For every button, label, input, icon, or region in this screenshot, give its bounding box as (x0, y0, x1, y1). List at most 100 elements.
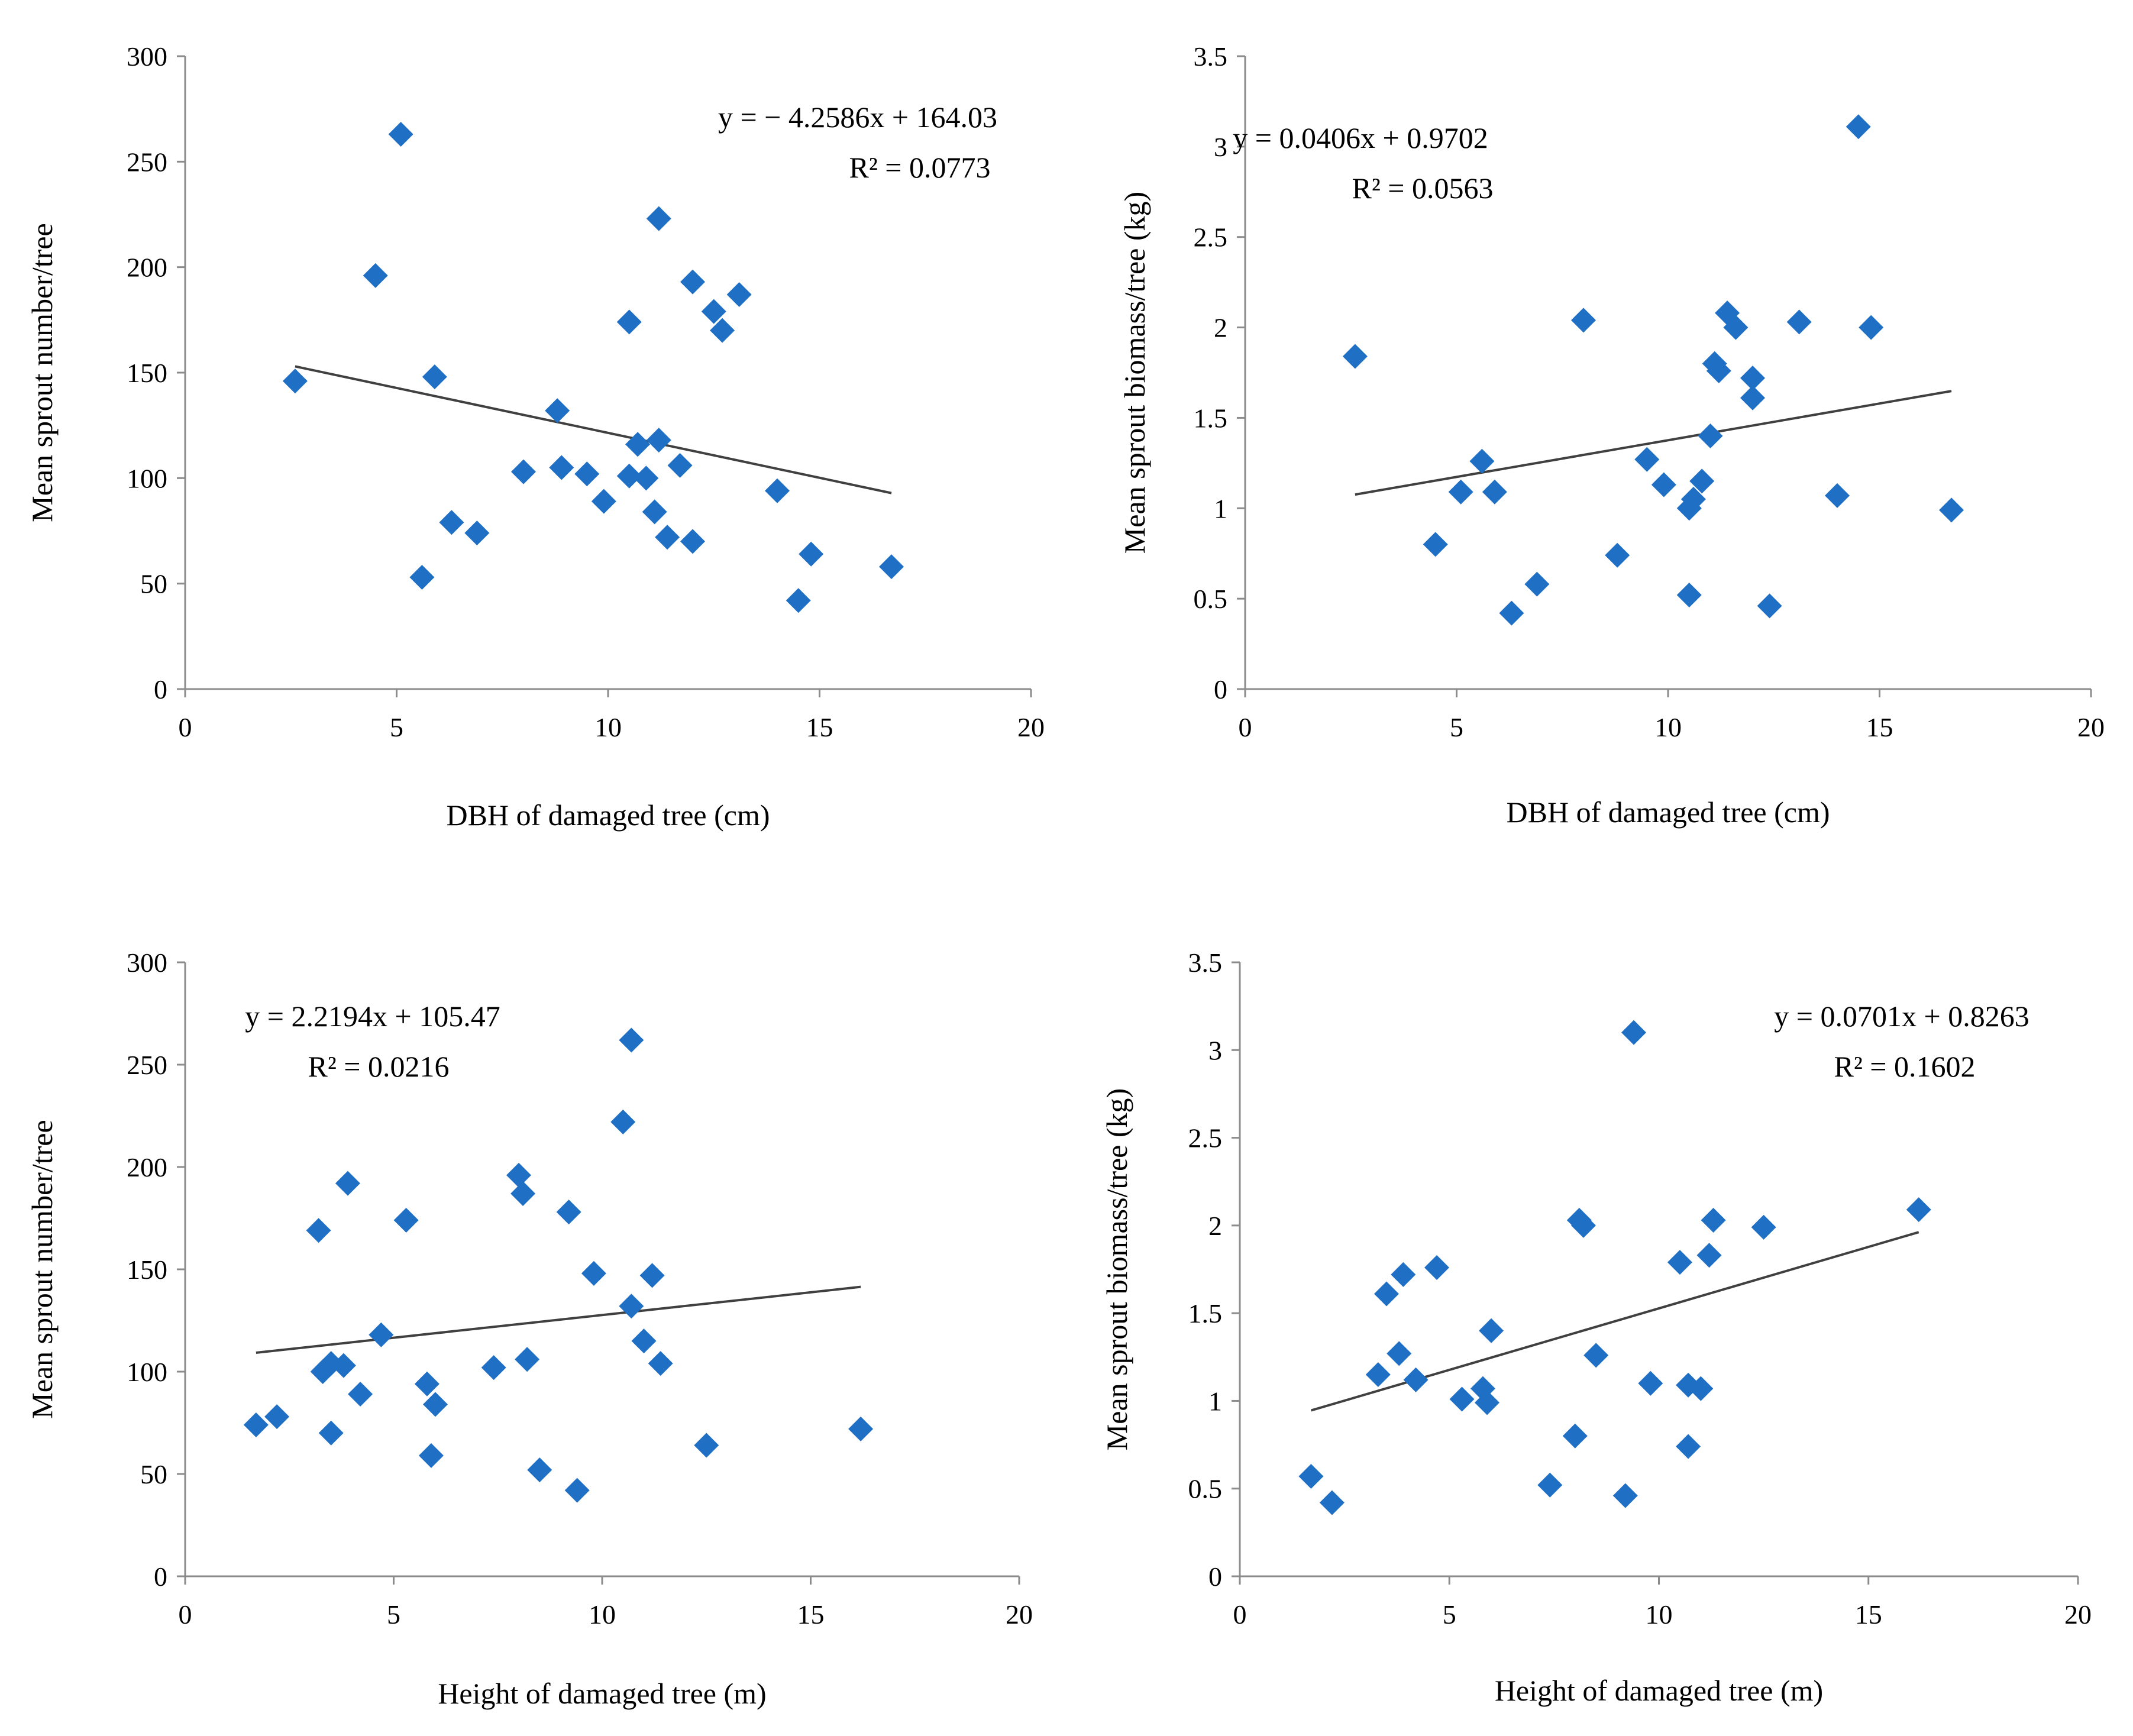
r-squared-label: R² = 0.0216 (308, 1050, 449, 1083)
data-point (1701, 1207, 1726, 1233)
data-point (506, 1162, 531, 1188)
data-point (1423, 532, 1448, 557)
y-tick-label: 0 (1208, 1562, 1222, 1592)
data-point (423, 1392, 448, 1417)
data-point (1391, 1262, 1416, 1287)
data-point (369, 1322, 394, 1347)
data-point (549, 455, 574, 480)
data-point (1706, 358, 1731, 383)
data-point (527, 1457, 552, 1483)
data-point (1612, 1483, 1638, 1508)
x-tick-label: 10 (1646, 1599, 1673, 1630)
data-point (667, 452, 693, 478)
y-tick-label: 0 (154, 1562, 167, 1592)
x-tick-label: 5 (390, 712, 403, 742)
data-point (701, 299, 726, 324)
data-point (409, 564, 435, 590)
y-tick-label: 100 (127, 1357, 167, 1387)
x-tick-label: 0 (1239, 712, 1252, 742)
data-point (655, 525, 680, 550)
data-point (1298, 1463, 1324, 1489)
data-point (710, 318, 735, 343)
data-point (422, 364, 447, 390)
data-point (1676, 1434, 1701, 1459)
trendline (256, 1285, 861, 1354)
data-point (1740, 366, 1765, 391)
data-point (765, 478, 790, 503)
data-point (1696, 1243, 1722, 1268)
data-point (510, 1181, 536, 1206)
y-tick-label: 250 (127, 1050, 167, 1080)
data-point (879, 554, 904, 580)
regression-equation: y = 2.2194x + 105.47 (245, 1000, 500, 1033)
scatter-panel-a: 0 50 100 150 200 250 300 0 5 10 15 20 DBH of damaged… (25, 41, 1045, 832)
data-point (414, 1371, 439, 1396)
data-point (646, 206, 671, 231)
data-point (335, 1171, 360, 1196)
data-point (581, 1260, 606, 1286)
x-tick-label: 20 (2064, 1599, 2092, 1630)
x-tick-label: 0 (1233, 1599, 1247, 1630)
y-axis-title: Mean sprout number/tree (25, 1120, 59, 1418)
data-point (1562, 1423, 1588, 1449)
data-point (1449, 1386, 1475, 1412)
data-point (1482, 479, 1507, 505)
data-point (418, 1443, 444, 1468)
y-tick-label: 300 (127, 41, 167, 72)
y-tick-label: 0 (154, 674, 167, 704)
y-tick-label: 2.5 (1194, 222, 1228, 253)
data-point (1846, 114, 1871, 140)
data-point (1698, 424, 1723, 448)
data-point (1688, 1376, 1714, 1401)
data-point (545, 398, 570, 424)
x-axis-title: Height of damaged tree (m) (438, 1677, 766, 1710)
y-tick-label: 150 (127, 1255, 167, 1285)
y-tick-label: 1 (1214, 493, 1227, 523)
data-point (464, 521, 490, 546)
data-point (631, 1328, 657, 1354)
y-tick-label: 1.5 (1188, 1298, 1223, 1328)
data-point (1448, 479, 1473, 505)
data-point (1319, 1490, 1345, 1515)
y-tick-label: 0.5 (1188, 1474, 1223, 1504)
data-point (680, 529, 705, 554)
regression-equation: y = 0.0406x + 0.9702 (1233, 121, 1488, 154)
r-squared-label: R² = 0.1602 (1834, 1050, 1975, 1083)
data-point (1939, 497, 1964, 523)
data-point (1424, 1255, 1449, 1281)
data-point (481, 1355, 506, 1381)
data-point (1621, 1020, 1646, 1045)
data-point (786, 588, 811, 613)
data-point (331, 1353, 356, 1378)
data-point (1499, 600, 1524, 626)
scatter-panel-c: 0 50 100 150 200 250 300 0 5 10 15 20 Height of dama… (25, 948, 1033, 1710)
y-tick-label: 1.5 (1194, 403, 1228, 433)
data-point (619, 1294, 644, 1319)
data-point (616, 463, 642, 489)
data-point (799, 541, 824, 567)
y-tick-label: 250 (127, 147, 167, 177)
data-point (363, 263, 388, 288)
data-point (726, 282, 752, 308)
data-point (439, 510, 464, 535)
data-point (694, 1433, 719, 1458)
data-point (556, 1200, 581, 1225)
trendline (1310, 1231, 1919, 1412)
data-point (1689, 468, 1715, 494)
x-tick-label: 15 (806, 712, 833, 742)
data-point (1605, 542, 1630, 568)
x-tick-label: 20 (2077, 712, 2105, 742)
data-point (1475, 1390, 1500, 1415)
data-point (1740, 385, 1765, 410)
x-axis-title: Height of damaged tree (m) (1495, 1674, 1823, 1707)
data-point (616, 309, 642, 335)
data-point (1859, 315, 1884, 340)
x-axis-title: DBH of damaged tree (cm) (1507, 796, 1830, 829)
data-point (1403, 1367, 1429, 1392)
data-point (639, 1263, 665, 1288)
y-tick-label: 3.5 (1188, 948, 1223, 978)
data-point (646, 428, 671, 453)
data-point (511, 459, 536, 484)
y-tick-label: 100 (127, 463, 167, 493)
